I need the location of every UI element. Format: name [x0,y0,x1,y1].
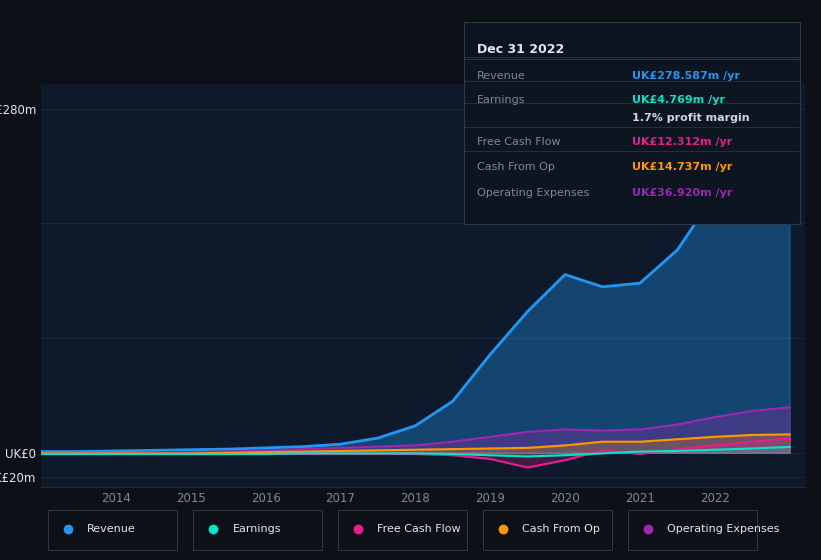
Text: UK£4.769m /yr: UK£4.769m /yr [632,95,725,105]
Text: Dec 31 2022: Dec 31 2022 [477,43,565,55]
Text: UK£14.737m /yr: UK£14.737m /yr [632,161,732,171]
Text: Cash From Op: Cash From Op [522,524,600,534]
Text: Operating Expenses: Operating Expenses [477,188,589,198]
Text: Operating Expenses: Operating Expenses [667,524,780,534]
Text: Earnings: Earnings [232,524,281,534]
FancyBboxPatch shape [628,510,757,550]
Text: Free Cash Flow: Free Cash Flow [378,524,461,534]
FancyBboxPatch shape [338,510,467,550]
Text: 1.7% profit margin: 1.7% profit margin [632,113,750,123]
Text: Cash From Op: Cash From Op [477,161,555,171]
Text: Free Cash Flow: Free Cash Flow [477,137,561,147]
FancyBboxPatch shape [483,510,612,550]
Text: UK£36.920m /yr: UK£36.920m /yr [632,188,732,198]
Text: Earnings: Earnings [477,95,525,105]
Text: Revenue: Revenue [477,71,526,81]
Text: Revenue: Revenue [87,524,136,534]
FancyBboxPatch shape [48,510,177,550]
Text: UK£278.587m /yr: UK£278.587m /yr [632,71,741,81]
FancyBboxPatch shape [193,510,322,550]
Text: UK£12.312m /yr: UK£12.312m /yr [632,137,732,147]
